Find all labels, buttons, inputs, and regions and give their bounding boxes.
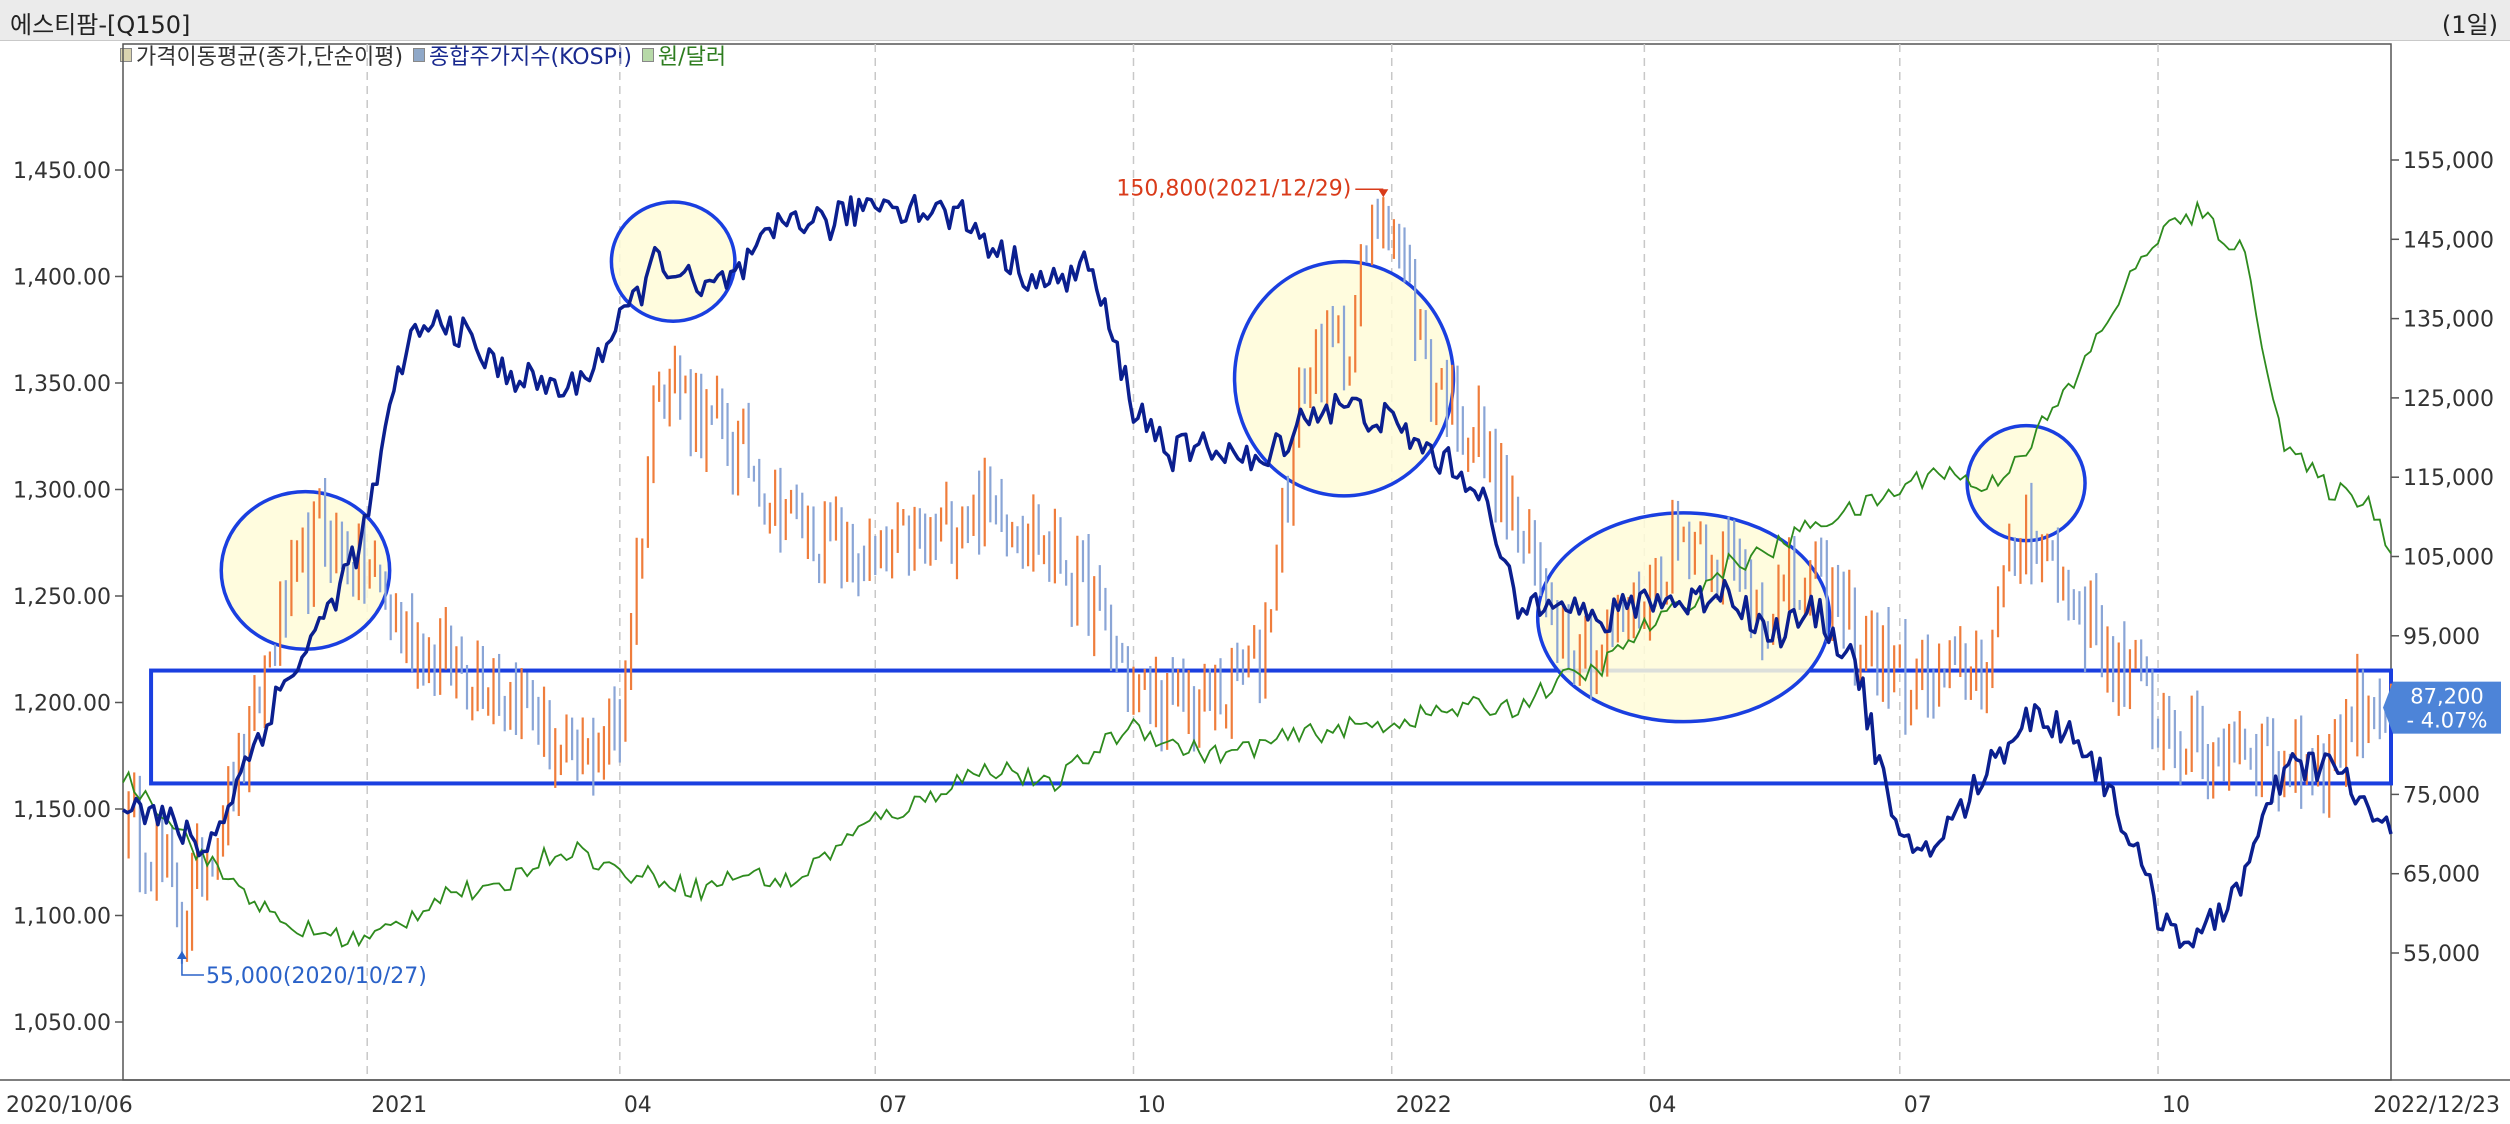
- legend-swatch-kospi: [413, 48, 426, 62]
- low-annotation-arrow: [176, 951, 187, 959]
- annotations: 150,800(2021/12/29) 55,000(2020/10/27): [176, 176, 1389, 989]
- last-value-box: [2393, 681, 2501, 734]
- right-tick-label: 125,000: [2403, 387, 2494, 412]
- window-title-bar: 에스티팜-[Q150] (1일): [0, 0, 2510, 41]
- left-tick-label: 1,150.00: [13, 798, 111, 823]
- left-tick-label: 1,050.00: [13, 1011, 111, 1036]
- x-tick-label: 2022: [1396, 1093, 1452, 1118]
- left-tick-label: 1,250.00: [13, 585, 111, 610]
- last-value-pointer: [2383, 681, 2393, 734]
- high-annotation-label: 150,800(2021/12/29): [1116, 176, 1351, 201]
- highlight-ellipse-3: [1535, 511, 1832, 724]
- last-value-marker: 87,200- 4.07%: [2383, 681, 2501, 734]
- last-value-change: - 4.07%: [2407, 709, 2488, 733]
- low-annotation-label: 55,000(2020/10/27): [206, 964, 427, 989]
- x-tick-label: 10: [2162, 1093, 2190, 1118]
- x-tick-label: 04: [624, 1093, 652, 1118]
- x-tick-label: 2022/12/23: [2373, 1093, 2500, 1118]
- x-tick-label: 2021: [371, 1093, 427, 1118]
- x-tick-label: 10: [1137, 1093, 1165, 1118]
- legend-item-moving-average[interactable]: 가격이동평균(종가,단순이평): [120, 39, 403, 71]
- legend-swatch-usdkrw: [641, 48, 654, 62]
- x-tick-label: 07: [1904, 1093, 1932, 1118]
- right-tick-label: 55,000: [2403, 942, 2480, 967]
- left-tick-label: 1,100.00: [13, 905, 111, 930]
- right-tick-label: 75,000: [2403, 783, 2480, 808]
- low-annotation-leader: [181, 953, 204, 976]
- series-lines: [122, 193, 2393, 949]
- series-line-kospi: [122, 193, 2393, 949]
- period-label[interactable]: (1일): [2441, 11, 2498, 39]
- legend-item-kospi[interactable]: 종합주가지수(KOSPI): [413, 39, 632, 71]
- series-line-usdkrw: [122, 199, 2392, 948]
- right-tick-label: 155,000: [2403, 149, 2494, 174]
- high-annotation-arrow: [1378, 189, 1389, 198]
- legend-label-kospi: 종합주가지수(KOSPI): [429, 45, 632, 70]
- x-tick-label: 04: [1648, 1093, 1676, 1118]
- left-tick-label: 1,300.00: [13, 479, 111, 504]
- left-tick-label: 1,200.00: [13, 692, 111, 717]
- highlight-ellipse-layer: [219, 200, 2087, 724]
- left-axis-ticks: 1,450.00 1,400.00 1,350.00 1,300.00 1,250.00…: [13, 159, 123, 1036]
- x-axis-ticks: 2020/10/06 2021 04 07 10 2022 04 07 10 2022/12/23: [6, 1093, 2500, 1118]
- right-tick-label: 105,000: [2403, 546, 2494, 571]
- x-tick-label: 2020/10/06: [6, 1093, 133, 1118]
- legend-label-usdkrw: 원/달러: [657, 45, 727, 70]
- legend: 가격이동평균(종가,단순이평) 종합주가지수(KOSPI) 원/달러: [120, 40, 726, 70]
- last-value-price: 87,200: [2410, 685, 2483, 709]
- left-tick-label: 1,400.00: [13, 266, 111, 291]
- right-tick-label: 135,000: [2403, 308, 2494, 333]
- right-tick-label: 115,000: [2403, 466, 2494, 491]
- window-title: 에스티팜-[Q150]: [10, 11, 191, 39]
- right-axis-ticks: 155,000 145,000 135,000 125,000 115,000 105,0…: [2391, 149, 2494, 967]
- x-tick-label: 07: [879, 1093, 907, 1118]
- price-candles: [127, 197, 2393, 964]
- right-tick-label: 145,000: [2403, 228, 2494, 253]
- left-tick-label: 1,350.00: [13, 372, 111, 397]
- legend-item-usdkrw[interactable]: 원/달러: [641, 39, 727, 71]
- right-tick-label: 95,000: [2403, 625, 2480, 650]
- left-tick-label: 1,450.00: [13, 159, 111, 184]
- legend-label-moving-average: 가격이동평균(종가,단순이평): [136, 45, 404, 70]
- right-tick-label: 65,000: [2403, 863, 2480, 888]
